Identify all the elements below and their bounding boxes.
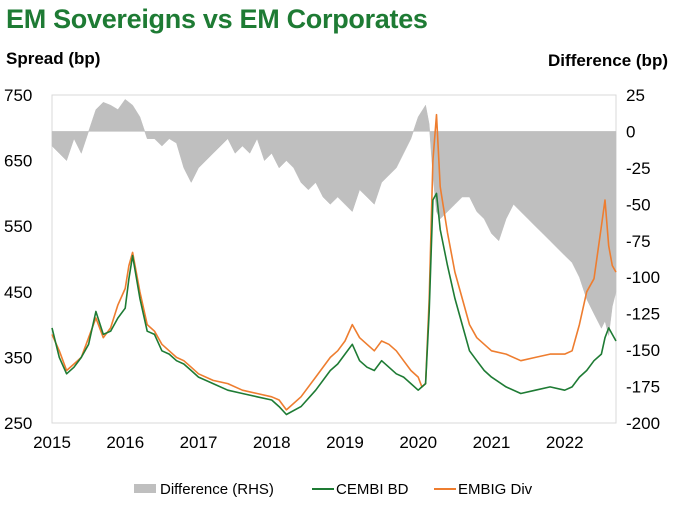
right-tick-label: -175 (626, 378, 660, 397)
left-tick-label: 350 (4, 348, 32, 367)
right-tick-label: 0 (626, 122, 635, 141)
right-tick-label: -25 (626, 159, 651, 178)
difference-area (51, 99, 617, 336)
legend-swatch-difference (134, 484, 156, 493)
x-tick-label: 2017 (180, 433, 218, 452)
legend: Difference (RHS) CEMBI BD EMBIG Div (134, 481, 533, 498)
right-tick-label: -75 (626, 232, 651, 251)
right-axis-title: Difference (bp) (548, 51, 668, 70)
cembi-bd-line (51, 192, 617, 416)
right-tick-label: -150 (626, 341, 660, 360)
axes-layer: 250350450550650750-200-175-150-125-100-7… (4, 86, 660, 452)
left-tick-label: 650 (4, 152, 32, 171)
x-tick-label: 2016 (106, 433, 144, 452)
legend-label-embig: EMBIG Div (458, 481, 533, 498)
x-tick-label: 2019 (326, 433, 364, 452)
x-tick-label: 2022 (546, 433, 584, 452)
right-tick-label: -200 (626, 414, 660, 433)
difference-area-layer (51, 99, 617, 336)
x-tick-label: 2021 (473, 433, 511, 452)
left-tick-label: 550 (4, 217, 32, 236)
spread-lines-layer (51, 113, 617, 416)
right-tick-label: -50 (626, 195, 651, 214)
legend-label-cembi: CEMBI BD (336, 481, 409, 498)
left-tick-label: 250 (4, 414, 32, 433)
chart-title: EM Sovereigns vs EM Corporates (6, 4, 428, 34)
x-tick-label: 2015 (33, 433, 71, 452)
legend-label-difference: Difference (RHS) (160, 481, 274, 498)
x-tick-label: 2020 (399, 433, 437, 452)
x-tick-label: 2018 (253, 433, 291, 452)
left-tick-label: 450 (4, 283, 32, 302)
embig-div-line (51, 113, 617, 411)
left-tick-label: 750 (4, 86, 32, 105)
right-tick-label: -100 (626, 268, 660, 287)
right-tick-label: 25 (626, 86, 645, 105)
left-axis-title: Spread (bp) (6, 49, 101, 68)
right-tick-label: -125 (626, 305, 660, 324)
